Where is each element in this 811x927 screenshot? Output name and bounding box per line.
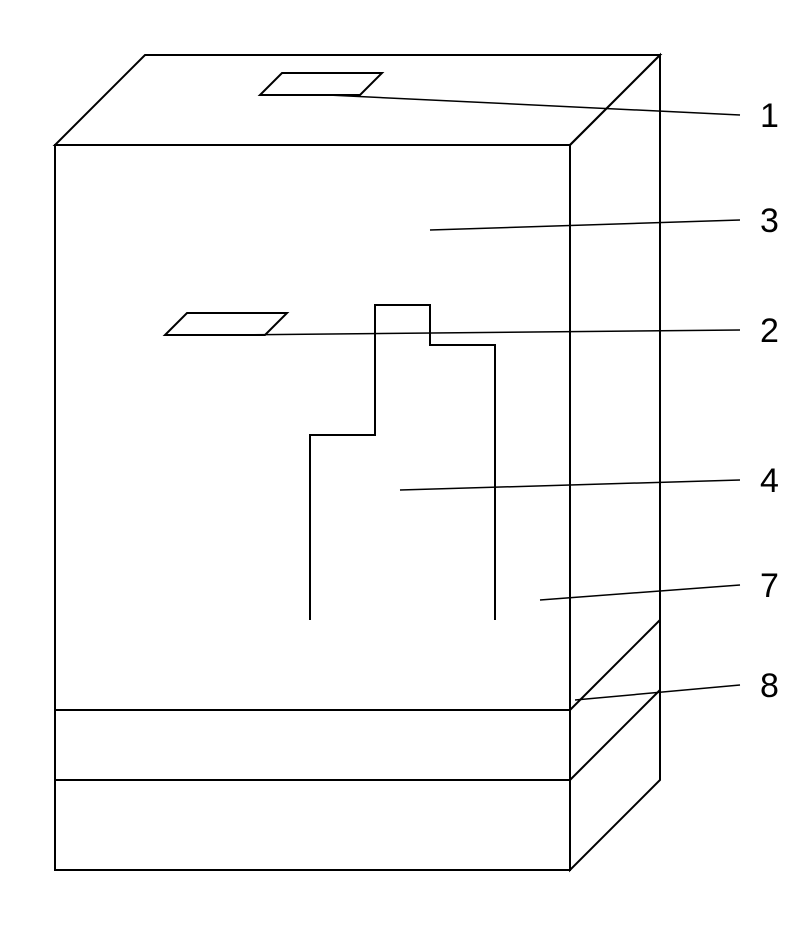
callout-label: 1 — [760, 97, 779, 135]
layer-line-right — [570, 690, 660, 780]
leader-line — [232, 330, 740, 335]
leader-line — [328, 95, 740, 115]
top-rect — [260, 73, 382, 95]
callout-label: 4 — [760, 462, 779, 500]
callout-label: 2 — [760, 312, 779, 350]
callout-label: 8 — [760, 667, 779, 705]
technical-diagram: 1 3 2 4 7 8 — [0, 0, 811, 927]
right-face — [570, 55, 660, 870]
top-rect — [165, 313, 287, 335]
leader-line — [430, 220, 740, 230]
callout-label: 7 — [760, 567, 779, 605]
front-notch-outline — [310, 305, 495, 620]
callout-label: 3 — [760, 202, 779, 240]
front-face — [55, 145, 570, 870]
leader-line — [575, 685, 740, 700]
top-face — [55, 55, 660, 145]
